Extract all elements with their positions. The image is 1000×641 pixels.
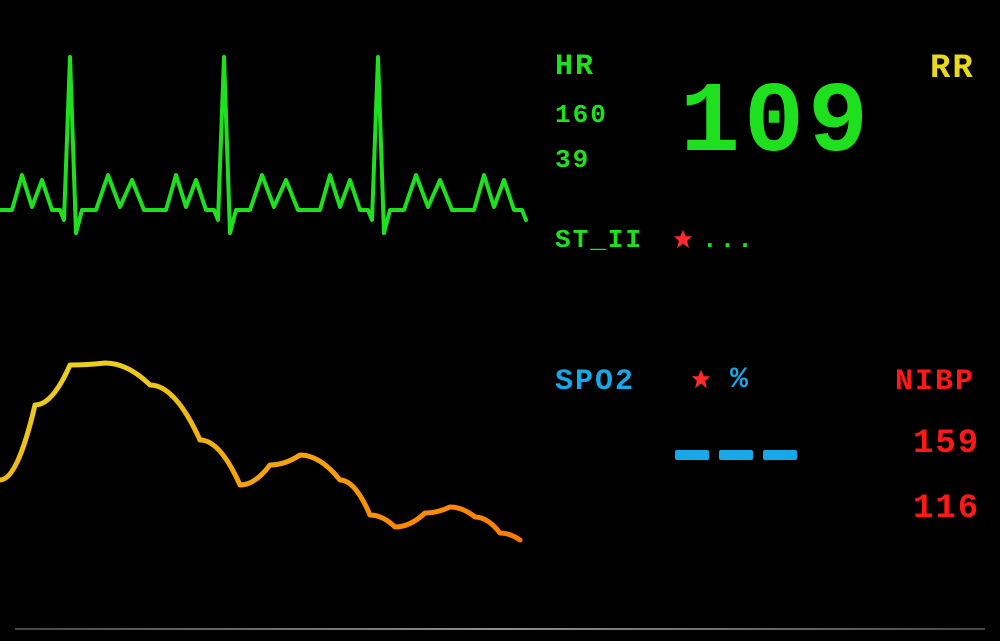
patient-monitor-screen: HR 160 39 109 ST_II ... RR SPO2 % NIBP 1… xyxy=(0,0,1000,641)
hr-upper-limit: 160 xyxy=(555,100,608,130)
heart-icon xyxy=(672,228,694,250)
hr-value: 109 xyxy=(680,75,872,175)
st-segment-label: ST_II xyxy=(555,225,643,255)
spo2-label: SPO2 xyxy=(555,365,635,399)
ecg-waveform xyxy=(0,45,530,265)
spo2-unit: % xyxy=(730,363,750,397)
rr-label: RR xyxy=(930,50,975,88)
pleth-waveform xyxy=(0,345,520,575)
spo2-value-dashes xyxy=(675,450,797,460)
st-segment-value: ... xyxy=(702,225,755,255)
nibp-diastolic: 116 xyxy=(913,490,980,528)
heart-icon xyxy=(690,368,712,390)
hr-lower-limit: 39 xyxy=(555,145,590,175)
divider-line xyxy=(15,628,985,630)
nibp-label: NIBP xyxy=(895,365,975,399)
hr-label: HR xyxy=(555,50,595,84)
nibp-systolic: 159 xyxy=(913,425,980,463)
